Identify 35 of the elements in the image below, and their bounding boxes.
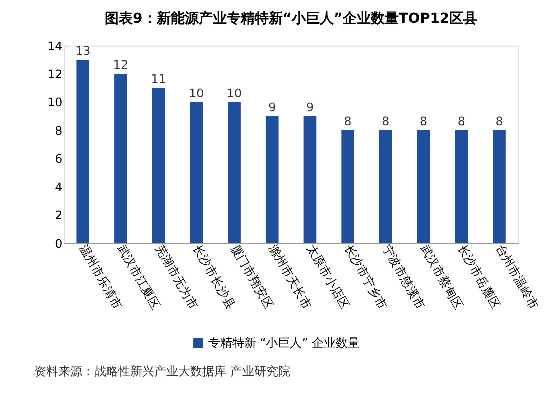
y-tick-label: 14	[48, 39, 63, 54]
data-label: 8	[420, 114, 428, 129]
y-tick-label: 8	[55, 124, 63, 138]
legend-label: 专精特新 “小巨人” 企业数量	[208, 336, 360, 350]
bar	[493, 130, 506, 244]
data-label: 10	[189, 86, 204, 100]
bar	[114, 74, 128, 244]
data-label: 9	[268, 100, 276, 114]
bar	[266, 116, 279, 244]
y-tick-label: 2	[55, 208, 63, 223]
bar	[342, 130, 354, 244]
y-tick-label: 0	[55, 236, 63, 251]
data-label: 8	[496, 114, 504, 129]
data-label: 8	[382, 114, 390, 129]
y-tick-label: 4	[55, 180, 63, 194]
data-label: 9	[306, 100, 314, 114]
data-label: 8	[458, 114, 466, 129]
y-tick-label: 6	[55, 152, 63, 166]
data-label: 13	[76, 44, 91, 58]
bar	[380, 130, 392, 244]
bar	[304, 116, 317, 244]
data-label: 8	[344, 114, 352, 129]
chart-title: 图表9：新能源产业专精特新“小巨人”企业数量TOP12区县	[105, 10, 478, 28]
y-tick-label: 12	[48, 68, 63, 82]
y-tick-label: 10	[48, 96, 63, 110]
data-label: 11	[151, 72, 166, 86]
text: 资料来源：战略性新兴产业大数据库 产业研究院	[34, 364, 290, 379]
bar	[190, 102, 204, 244]
data-label: 12	[113, 58, 128, 72]
bar	[228, 102, 241, 244]
bar	[455, 130, 468, 244]
bar	[152, 88, 166, 244]
data-label: 10	[226, 86, 242, 100]
bar	[76, 60, 90, 244]
bar	[417, 130, 430, 244]
